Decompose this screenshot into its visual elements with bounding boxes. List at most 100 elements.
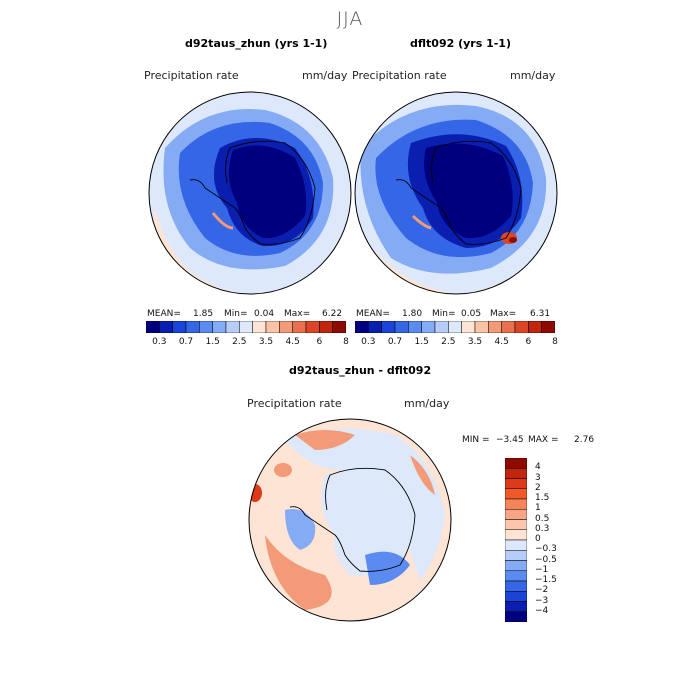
panel-1-map	[148, 91, 352, 295]
map-boundary	[354, 91, 558, 295]
colorbar-tick-label: −2	[535, 585, 549, 596]
antarctica-coastline	[289, 467, 416, 572]
panel-2-title: dflt092 (yrs 1-1)	[410, 37, 511, 50]
colorbar-swatch	[505, 570, 527, 582]
colorbar-tick-label: −0.3	[535, 544, 557, 555]
colorbar-swatch	[448, 321, 462, 333]
colorbar-tick-label: 1	[535, 503, 541, 514]
panel-2-mean: 1.80	[402, 309, 423, 319]
colorbar-swatch	[212, 321, 227, 333]
contour-region	[295, 430, 355, 450]
diff-panel-map	[248, 418, 452, 622]
colorbar-tick-label: 0.5	[535, 513, 550, 524]
season-title: JJA	[336, 8, 364, 30]
colorbar-swatch	[514, 321, 529, 333]
contour-region	[285, 509, 316, 550]
colorbar-swatch	[146, 321, 160, 333]
colorbar-swatch	[505, 519, 527, 530]
colorbar-swatch	[505, 539, 527, 551]
contour-region	[274, 463, 292, 477]
colorbar-swatch	[541, 321, 555, 333]
colorbar-tick-label: 0.3	[152, 337, 167, 347]
map-boundary	[248, 418, 452, 622]
colorbar-swatch	[319, 321, 333, 333]
colorbar-tick-label: 2.5	[441, 337, 456, 347]
map-boundary	[148, 91, 352, 295]
colorbar-swatch	[461, 321, 476, 333]
colorbar-swatch	[408, 321, 422, 333]
colorbar-tick-label: 4.5	[494, 337, 509, 347]
diff-colorbar	[505, 458, 527, 622]
panel-1-colorbar	[146, 321, 346, 333]
colorbar-tick-label: 6	[316, 337, 323, 347]
colorbar-swatch	[332, 321, 346, 333]
colorbar-tick-label: 3.5	[467, 337, 483, 347]
contour-region	[228, 145, 307, 239]
colorbar-swatch	[279, 321, 293, 333]
colorbar-tick-label: 0	[535, 534, 541, 544]
colorbar-tick-label: 1.5	[535, 493, 550, 503]
colorbar-swatch	[292, 321, 307, 333]
colorbar-swatch	[185, 321, 200, 333]
panel-1-min-label: Min=	[224, 309, 248, 319]
colorbar-swatch	[172, 321, 187, 333]
colorbar-swatch	[305, 321, 320, 333]
colorbar-swatch	[252, 321, 267, 333]
colorbar-swatch	[528, 321, 542, 333]
colorbar-tick-label: 0.3	[361, 337, 376, 347]
colorbar-tick-label: 8	[343, 337, 349, 347]
colorbar-tick-label: 0.3	[535, 523, 550, 534]
colorbar-tick-label: −1	[535, 564, 549, 575]
colorbar-swatch	[225, 321, 240, 333]
diff-min: −3.45	[496, 435, 524, 445]
colorbar-swatch	[421, 321, 436, 333]
panel-1-max-label: Max=	[284, 309, 311, 319]
colorbar-tick-label: 3	[535, 472, 541, 483]
contour-region	[355, 208, 557, 294]
colorbar-tick-label: 0.7	[178, 337, 194, 347]
panel-1-mean-label: MEAN=	[147, 309, 181, 319]
panel-1-units: mm/day	[302, 69, 348, 82]
colorbar-swatch	[505, 498, 527, 510]
colorbar-swatch	[505, 560, 527, 571]
colorbar-swatch	[505, 580, 527, 592]
colorbar-swatch	[474, 321, 489, 333]
colorbar-swatch	[505, 611, 527, 622]
panel-2-map	[354, 91, 558, 295]
colorbar-swatch	[505, 488, 527, 500]
panel-2-variable: Precipitation rate	[352, 69, 447, 82]
colorbar-swatch	[505, 529, 527, 541]
colorbar-swatch	[368, 321, 382, 333]
colorbar-tick-label: 2	[535, 482, 541, 493]
colorbar-swatch	[265, 321, 280, 333]
panel-1-min: 0.04	[254, 309, 275, 319]
colorbar-swatch	[381, 321, 396, 333]
colorbar-tick-label: 3.5	[258, 337, 274, 347]
colorbar-swatch	[239, 321, 253, 333]
colorbar-swatch	[505, 601, 527, 612]
contour-region	[411, 214, 432, 230]
contour-region	[365, 551, 410, 585]
colorbar-swatch	[505, 509, 527, 520]
colorbar-swatch	[505, 591, 527, 602]
panel-2-colorbar	[355, 321, 555, 333]
contour-region	[285, 428, 445, 580]
panel-1-variable: Precipitation rate	[144, 69, 239, 82]
colorbar-tick-label: 8	[552, 337, 558, 347]
colorbar-tick-label: 4.5	[285, 337, 300, 347]
colorbar-swatch	[355, 321, 369, 333]
contour-region	[211, 212, 234, 230]
panel-1-title: d92taus_zhun (yrs 1-1)	[185, 37, 328, 50]
colorbar-swatch	[488, 321, 502, 333]
colorbar-tick-label: 1.5	[414, 337, 429, 347]
colorbar-tick-label: 4	[535, 462, 541, 473]
colorbar-swatch	[505, 478, 527, 489]
diff-max-label: MAX =	[528, 435, 559, 445]
contour-region	[410, 455, 435, 495]
colorbar-swatch	[159, 321, 173, 333]
panel-2-max-label: Max=	[490, 309, 517, 319]
panel-2-mean-label: MEAN=	[356, 309, 390, 319]
colorbar-swatch	[505, 550, 527, 561]
colorbar-tick-label: 2.5	[232, 337, 247, 347]
antarctica-coastline	[189, 140, 316, 245]
